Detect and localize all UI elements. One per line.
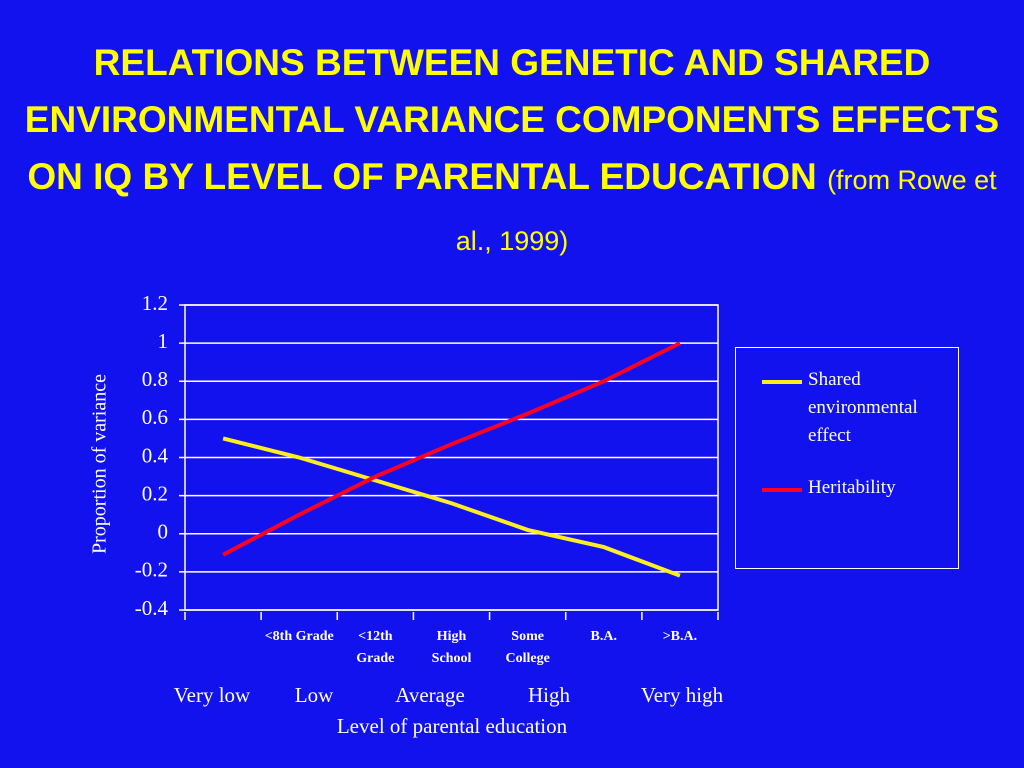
x-tick-label: B.A.: [590, 629, 617, 644]
y-tick-label: 0.6: [142, 405, 168, 429]
y-tick-label: 0: [158, 520, 169, 544]
y-axis-label: Proportion of variance: [89, 374, 111, 554]
x-group-label: Very low: [173, 683, 251, 707]
x-tick-label: <8th Grade: [264, 629, 334, 644]
x-axis-label: Level of parental education: [336, 714, 568, 738]
y-tick-label: 0.2: [142, 481, 168, 505]
legend: Shared environmental effect Heritability: [735, 347, 959, 569]
y-tick-label: 0.4: [142, 443, 169, 467]
y-tick-label: 1.2: [142, 291, 168, 315]
x-group-label: High: [528, 683, 570, 707]
legend-label: Heritability: [808, 477, 896, 498]
x-tick-label: High School: [431, 629, 472, 666]
x-tick-label: <12th Grade: [356, 629, 395, 666]
series-line: [222, 436, 681, 578]
y-tick-label: -0.4: [135, 596, 169, 620]
y-tick-label: 1: [158, 329, 169, 353]
x-tick-label: >B.A.: [662, 629, 698, 644]
legend-swatch: [762, 488, 802, 492]
title-block: RELATIONS BETWEEN GENETIC AND SHARED ENV…: [20, 34, 1004, 270]
chart-subtitle: (from Rowe et al., 1999): [455, 165, 997, 256]
legend-entry: Shared environmental effect: [762, 366, 952, 450]
x-group-label: Average: [395, 683, 465, 707]
y-tick-label: -0.2: [135, 558, 168, 582]
x-group-label: Very high: [640, 683, 724, 707]
series-line: [222, 341, 681, 557]
legend-label: Shared environmental effect: [808, 369, 918, 446]
legend-swatch: [762, 380, 802, 384]
plot-border: [184, 304, 719, 611]
x-tick-label: Some College: [505, 629, 550, 666]
chart-title: RELATIONS BETWEEN GENETIC AND SHARED ENV…: [24, 42, 1000, 197]
legend-entry: Heritability: [762, 474, 952, 502]
y-tick-label: 0.8: [142, 367, 168, 391]
x-group-label: Low: [294, 683, 334, 707]
